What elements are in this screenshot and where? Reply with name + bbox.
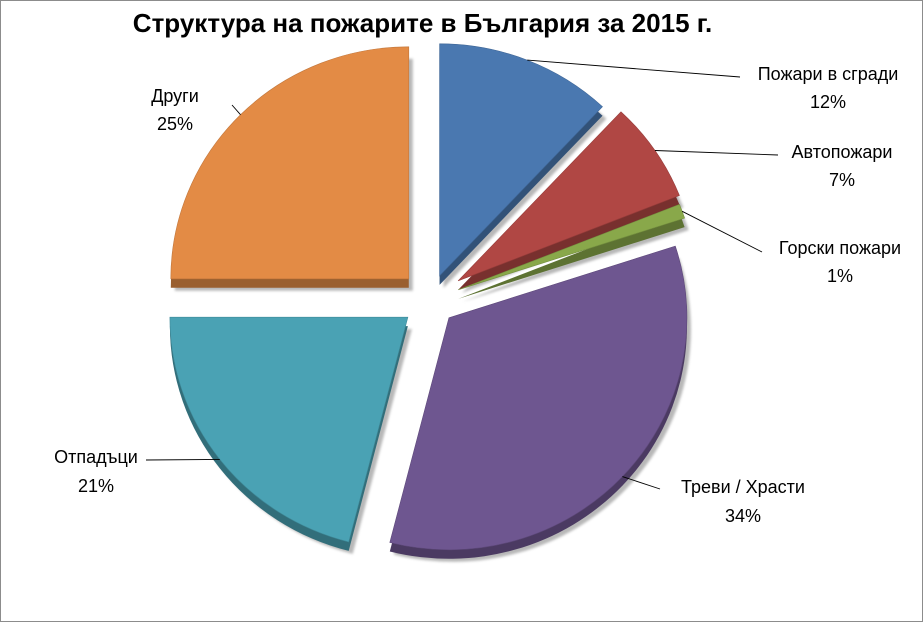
pie-slice-4 bbox=[169, 316, 409, 543]
leader-line-2 bbox=[681, 210, 763, 253]
slice-label-2: Горски пожари bbox=[779, 238, 901, 258]
pie-slice-2 bbox=[458, 204, 685, 291]
leader-line-3 bbox=[622, 476, 661, 490]
pie-slice-3 bbox=[389, 245, 688, 551]
slice-percent-1: 7% bbox=[829, 170, 855, 190]
slice-percent-0: 12% bbox=[810, 92, 846, 112]
leader-line-4 bbox=[145, 458, 220, 461]
slice-label-4: Отпадъци bbox=[54, 447, 138, 467]
slice-label-0: Пожари в сгради bbox=[758, 64, 899, 84]
slice-percent-3: 34% bbox=[725, 506, 761, 526]
slice-label-1: Автопожари bbox=[792, 142, 893, 162]
leader-line-0 bbox=[527, 59, 741, 78]
pie-slice-1 bbox=[457, 111, 680, 282]
slice-percent-2: 1% bbox=[827, 266, 853, 286]
leader-line-1 bbox=[654, 150, 779, 156]
pie-slice-5 bbox=[170, 46, 410, 280]
chart-title: Структура на пожарите в България за 2015… bbox=[132, 8, 713, 38]
leader-line-5 bbox=[231, 104, 241, 115]
slice-percent-5: 25% bbox=[157, 114, 193, 134]
slice-percent-4: 21% bbox=[78, 476, 114, 496]
slice-label-5: Други bbox=[151, 86, 199, 106]
slice-label-3: Треви / Храсти bbox=[681, 477, 805, 497]
